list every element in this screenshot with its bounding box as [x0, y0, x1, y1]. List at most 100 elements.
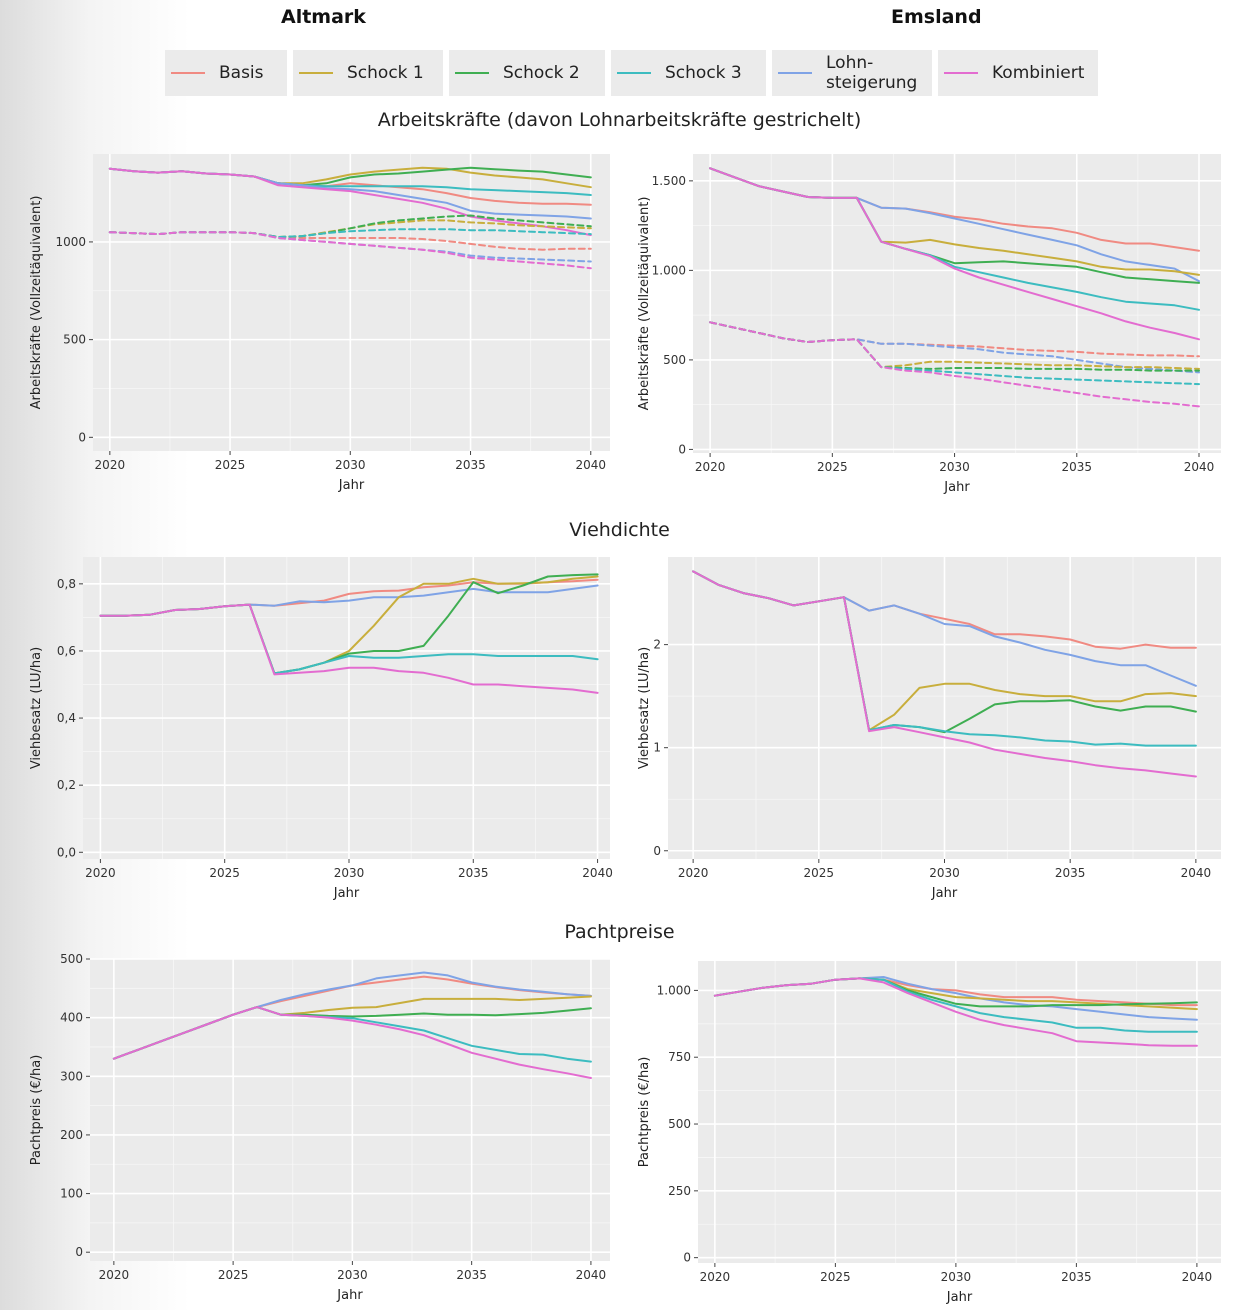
series-line-kombiniert — [108, 167, 592, 237]
x-tick-label: 2035 — [458, 866, 489, 880]
x-tick-label: 2025 — [820, 1270, 851, 1284]
legend-item-basis: Basis — [165, 50, 287, 96]
chart-pachtpreise-emsland: 0 250 500 750 1.000 2020 2025 2030 2035 2040 Jahr P… — [637, 961, 1221, 1305]
legend-item-kombiniert: Kombiniert — [938, 50, 1098, 96]
y-tick-label: 0,8 — [57, 577, 76, 591]
y-axis-label: Arbeitskräfte (Vollzeitäquivalent) — [29, 196, 44, 410]
series-line-kombiniert-dashed — [709, 321, 1200, 408]
y-tick-label: 250 — [668, 1184, 691, 1198]
chart-viehdichte-altmark: 0,0 0,2 0,4 0,6 0,8 2020 2025 2030 2035 2040 Jahr V… — [29, 557, 613, 901]
y-tick-label: 750 — [668, 1050, 691, 1064]
series-line-kombiniert — [713, 977, 1198, 1047]
x-axis-label: Jahr — [931, 886, 958, 901]
x-tick-label: 2025 — [215, 458, 246, 472]
section-title-pachtpreise: Pachtpreise — [564, 921, 675, 943]
y-axis-label: Viehbesatz (LU/ha) — [637, 647, 652, 769]
legend-label-schock3: Schock 3 — [665, 63, 742, 83]
x-tick-label: 2025 — [817, 460, 848, 474]
x-axis-label: Jahr — [336, 1288, 363, 1303]
y-tick-label: 500 — [663, 353, 686, 367]
legend-item-schock3: Schock 3 — [611, 50, 766, 96]
x-tick-label: 2025 — [218, 1268, 249, 1282]
x-tick-label: 2040 — [1182, 1270, 1213, 1284]
plot-background — [693, 154, 1221, 453]
series-line-kombiniert — [692, 570, 1197, 778]
y-tick-label: 100 — [60, 1187, 83, 1201]
plot-background — [93, 154, 610, 451]
x-axis-label: Jahr — [943, 480, 970, 495]
x-tick-label: 2035 — [1061, 1270, 1092, 1284]
y-tick-label: 0 — [683, 1251, 691, 1265]
y-tick-label: 1 — [653, 741, 661, 755]
y-tick-label: 500 — [63, 333, 86, 347]
y-tick-label: 400 — [60, 1011, 83, 1025]
y-tick-label: 500 — [668, 1117, 691, 1131]
x-tick-label: 2020 — [85, 866, 116, 880]
legend-label-kombiniert: Kombiniert — [992, 63, 1085, 83]
x-tick-label: 2040 — [575, 458, 606, 472]
x-tick-label: 2020 — [678, 866, 709, 880]
chart-arbeitskraefte-altmark: 0 500 1000 2020 2025 2030 2035 2040 Jahr Arbeitsk… — [29, 154, 610, 493]
y-tick-label: 0 — [75, 1245, 83, 1259]
y-axis-label: Viehbesatz (LU/ha) — [29, 647, 44, 769]
y-tick-label: 1.000 — [657, 983, 691, 997]
y-axis-label: Arbeitskräfte (Vollzeitäquivalent) — [637, 197, 652, 411]
x-tick-label: 2035 — [1062, 460, 1093, 474]
legend-key-schock2 — [449, 50, 495, 96]
x-tick-label: 2035 — [1055, 866, 1086, 880]
y-tick-label: 1.000 — [652, 263, 686, 277]
y-tick-label: 0 — [78, 430, 86, 444]
legend-label-lohn: Lohn- steigerung — [826, 53, 918, 93]
legend-label-schock2: Schock 2 — [503, 63, 580, 83]
legend-key-schock3 — [611, 50, 657, 96]
x-tick-label: 2030 — [334, 866, 365, 880]
chart-viehdichte-emsland: 0 1 2 2020 2025 2030 2035 2040 Jahr Viehbesatz (L… — [637, 557, 1221, 901]
y-tick-label: 0,6 — [57, 644, 76, 658]
column-title-left: Altmark — [281, 6, 366, 28]
y-tick-label: 0 — [653, 844, 661, 858]
y-tick-label: 0,4 — [57, 711, 76, 725]
series-line-kombiniert-dashed — [108, 231, 592, 270]
legend-key-schock1 — [293, 50, 339, 96]
y-tick-label: 0,0 — [57, 845, 76, 859]
y-tick-label: 1.500 — [652, 174, 686, 188]
legend-item-schock1: Schock 1 — [293, 50, 443, 96]
x-tick-label: 2025 — [804, 866, 835, 880]
x-tick-label: 2020 — [95, 458, 126, 472]
legend-key-kombiniert — [938, 50, 984, 96]
y-tick-label: 200 — [60, 1128, 83, 1142]
section-title-viehdichte: Viehdichte — [569, 519, 670, 541]
chart-arbeitskraefte-emsland: 0 500 1.000 1.500 2020 2025 2030 2035 2040 Jahr Ar… — [637, 154, 1221, 495]
y-tick-label: 2 — [653, 638, 661, 652]
y-tick-label: 0,2 — [57, 778, 76, 792]
x-tick-label: 2020 — [99, 1268, 130, 1282]
x-tick-label: 2035 — [455, 458, 486, 472]
x-tick-label: 2030 — [335, 458, 366, 472]
chart-pachtpreise-altmark: 0 100 200 300 400 500 2020 2025 2030 2035 2040 Jahr… — [29, 953, 610, 1303]
legend-label-schock1: Schock 1 — [347, 63, 424, 83]
x-tick-label: 2030 — [929, 866, 960, 880]
x-tick-label: 2025 — [209, 866, 240, 880]
x-tick-label: 2040 — [576, 1268, 607, 1282]
x-tick-label: 2030 — [337, 1268, 368, 1282]
series-line-kombiniert — [709, 167, 1200, 341]
y-tick-label: 1000 — [55, 235, 86, 249]
x-tick-label: 2030 — [939, 460, 970, 474]
legend: Basis Schock 1 Schock 2 Schock 3 Lohn- s… — [165, 50, 1098, 96]
y-axis-label: Pachtpreis (€/ha) — [637, 1057, 652, 1168]
x-tick-label: 2040 — [1181, 866, 1212, 880]
x-tick-label: 2020 — [695, 460, 726, 474]
x-axis-label: Jahr — [338, 478, 365, 493]
y-tick-label: 500 — [60, 953, 83, 966]
section-title-arbeitskraefte: Arbeitskräfte (davon Lohnarbeitskräfte g… — [377, 109, 862, 131]
x-tick-label: 2030 — [941, 1270, 972, 1284]
x-tick-label: 2040 — [1184, 460, 1215, 474]
x-axis-label: Jahr — [333, 886, 360, 901]
series-line-kombiniert — [99, 603, 599, 694]
column-title-right: Emsland — [891, 6, 982, 28]
x-tick-label: 2040 — [582, 866, 613, 880]
legend-key-lohn — [772, 50, 818, 96]
legend-key-basis — [165, 50, 211, 96]
y-axis-label: Pachtpreis (€/ha) — [29, 1055, 44, 1166]
x-axis-label: Jahr — [946, 1290, 973, 1305]
